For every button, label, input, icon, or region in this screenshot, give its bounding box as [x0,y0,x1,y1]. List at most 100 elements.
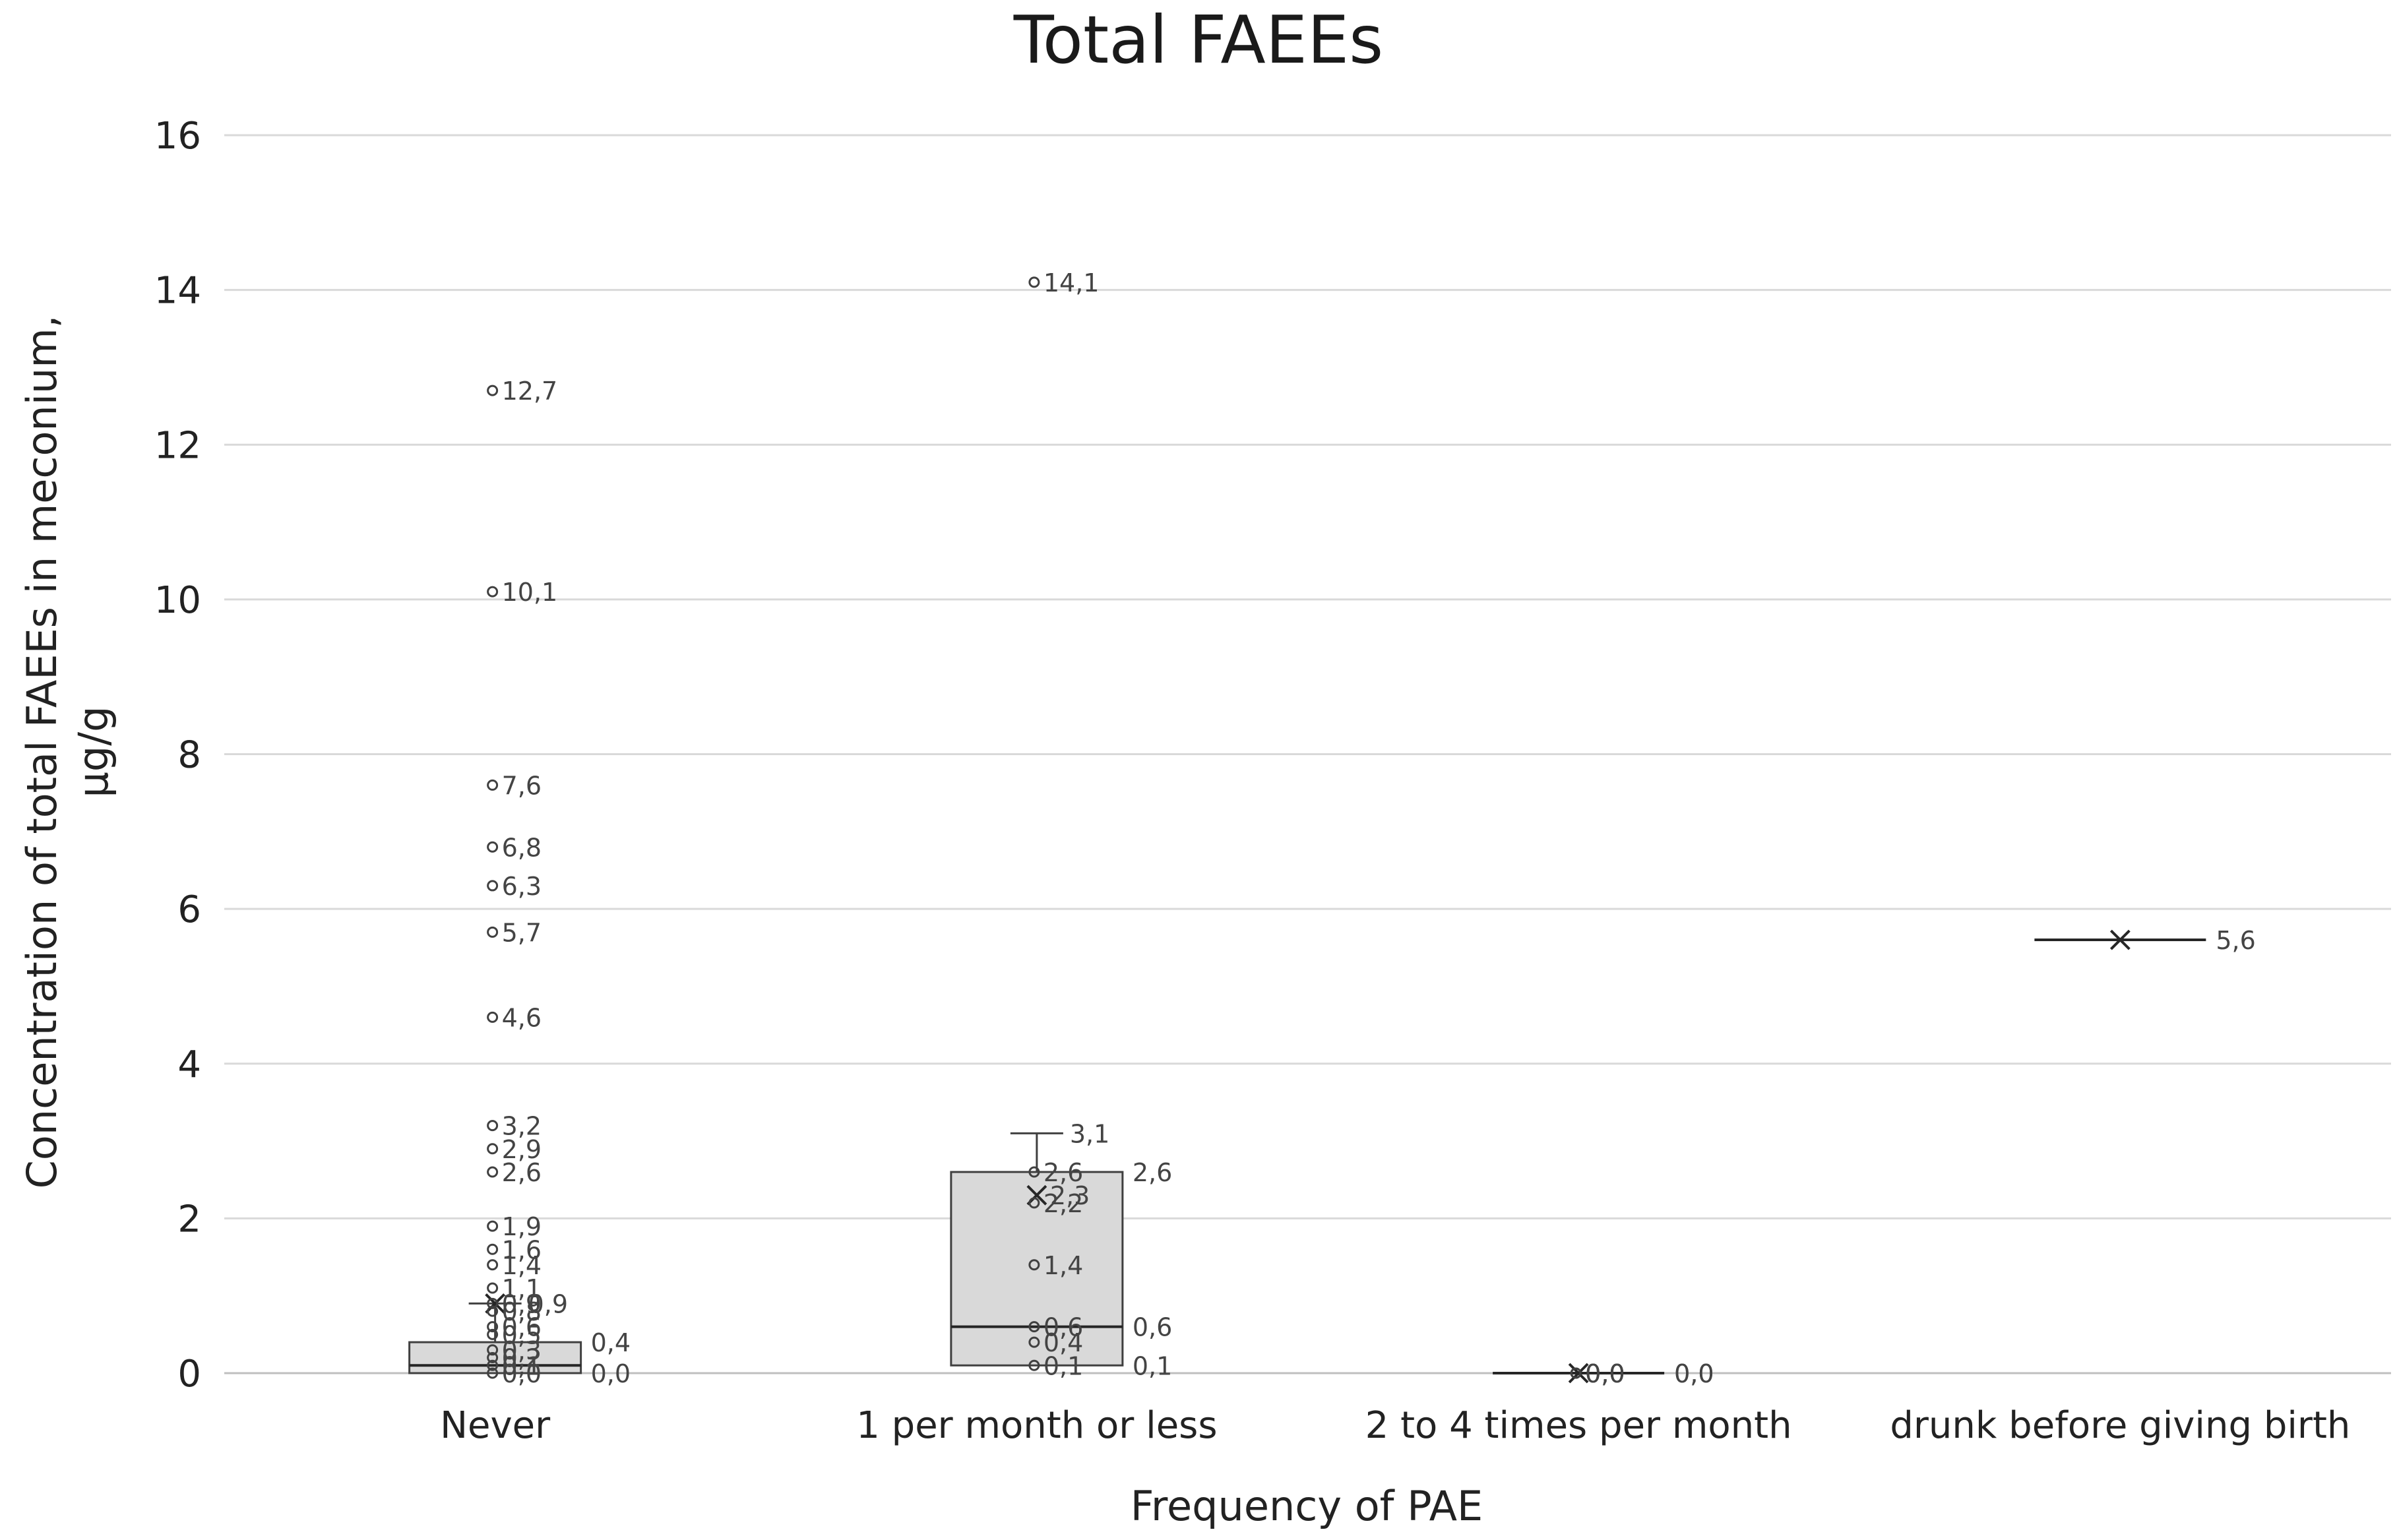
y-tick-label: 0 [177,1353,201,1396]
outlier-label: 0,4 [1043,1328,1083,1357]
q3-label: 0,4 [591,1328,631,1357]
outlier-point [487,1305,499,1317]
outlier-point [487,779,499,791]
chart-title: Total FAEEs [1013,1,1384,78]
outlier-point [487,1359,499,1371]
outlier-label: 0,8 [502,1297,542,1326]
outlier-point [1028,1336,1040,1348]
outlier-point [487,1328,499,1340]
outlier-point [487,1011,499,1023]
outlier-label: 6,3 [502,872,542,901]
outlier-label: 0,5 [502,1320,542,1349]
outlier-label: 1,4 [502,1251,542,1280]
x-tick-label: 2 to 4 times per month [1365,1404,1792,1447]
y-tick-label: 4 [177,1043,201,1086]
whisker-high-label: 0,9 [528,1289,568,1318]
outlier-label: 0,3 [502,1336,542,1365]
outlier-label: 4,6 [502,1003,542,1032]
outlier-label: 2,6 [502,1158,542,1187]
gridlines [224,134,2391,1374]
y-tick-label: 14 [154,270,201,313]
outlier-point [487,880,499,892]
outlier-point [1028,1259,1040,1271]
box-series: 0,90,40,012,710,17,66,86,35,74,63,22,92,… [408,268,2256,1388]
outlier-point [487,586,499,598]
outlier-point [487,385,499,396]
outlier-point [487,1259,499,1271]
outlier-label: 2,2 [1043,1189,1083,1218]
x-tick-label: Never [440,1404,551,1447]
outlier-point [487,1321,499,1333]
outlier-label: 0,0 [1585,1359,1625,1388]
outlier-point [1028,1359,1040,1371]
outlier-label: 0,9 [502,1289,542,1318]
x-axis-title: Frequency of PAE [1131,1482,1483,1530]
outlier-point [487,1143,499,1155]
outlier-point [487,841,499,853]
outlier-label: 0,1 [1043,1351,1083,1380]
outlier-label: 0,6 [1043,1313,1083,1342]
y-tick-label: 12 [154,424,201,467]
y-axis-title: Concentration of total FAEEs in meconium… [18,315,117,1189]
y-tick-label: 16 [154,115,201,158]
outlier-label: 14,1 [1043,268,1100,297]
min-label: 0,0 [591,1359,631,1388]
x-tick-labels: Never 1 per month or less 2 to 4 times per… [440,1404,2350,1447]
outlier-point [487,1344,499,1356]
y-tick-labels: 0 2 4 6 8 10 12 14 16 [154,115,201,1396]
outlier-label: 0,1 [502,1351,542,1380]
outlier-label: 1,9 [502,1212,542,1241]
y-tick-label: 6 [177,888,201,931]
outlier-point [1028,1166,1040,1178]
outlier-label: 0,0 [502,1359,542,1388]
outlier-point [1028,1197,1040,1209]
whisker-high-label: 3,1 [1070,1119,1109,1148]
outlier-label: 1,6 [502,1235,542,1264]
outlier-label: 2,9 [502,1135,542,1164]
x-tick-label: drunk before giving birth [1890,1404,2350,1447]
outlier-label: 10,1 [502,578,558,607]
box-group: 0,00,00,00,00,0 [1493,1359,1714,1388]
q3-label: 2,6 [1133,1158,1172,1187]
median-label: 0,0 [1674,1359,1714,1388]
outlier-point [487,1282,499,1294]
outlier-point [487,1220,499,1232]
outlier-label: 5,7 [502,918,542,947]
outlier-point [487,1243,499,1255]
mean-marker [2109,929,2131,950]
outlier-point [1028,276,1040,288]
y-tick-label: 2 [177,1198,201,1241]
outlier-label: 3,2 [502,1112,542,1141]
outlier-label: 1,4 [1043,1251,1083,1280]
min-label: 0,0 [1674,1359,1714,1388]
outlier-label: 0,0 [1585,1359,1625,1388]
outlier-point [1570,1367,1582,1379]
outlier-point [487,1166,499,1178]
outlier-label: 2,6 [1043,1158,1083,1187]
outlier-label: 6,8 [502,833,542,862]
mean-label: 2,3 [1050,1181,1090,1210]
outlier-point [487,1367,499,1379]
outlier-label: 7,6 [502,771,542,800]
box-group: 3,12,60,60,12,314,12,62,21,40,60,40,1 [950,268,1172,1380]
outlier-point [487,1297,499,1309]
box-group: 0,90,40,012,710,17,66,86,35,74,63,22,92,… [408,377,631,1388]
outlier-point [487,1352,499,1364]
outlier-label: 0,0 [1585,1359,1625,1388]
median-label: 5,6 [2216,926,2255,955]
outlier-label: 0,2 [502,1344,542,1373]
x-tick-label: 1 per month or less [856,1404,1217,1447]
median-label: 0,6 [1133,1313,1172,1342]
outlier-point [487,1120,499,1132]
outlier-label: 12,7 [502,377,558,406]
min-label: 0,1 [1133,1351,1172,1380]
y-tick-label: 8 [177,734,201,777]
box-group: 5,6 [2034,926,2256,955]
outlier-point [1028,1321,1040,1333]
outlier-label: 1,1 [502,1274,542,1303]
outlier-point [487,926,499,938]
mean-marker [1568,1363,1589,1384]
y-tick-label: 10 [154,579,201,622]
outlier-label: 0,6 [502,1313,542,1342]
